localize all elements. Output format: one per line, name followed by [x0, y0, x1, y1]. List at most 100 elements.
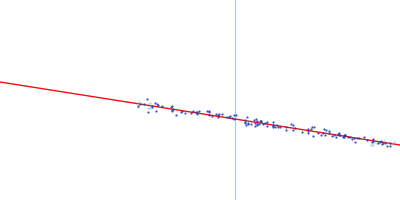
Point	[384, 144, 390, 147]
Point	[212, 113, 219, 116]
Point	[148, 106, 155, 109]
Point	[389, 142, 395, 145]
Point	[378, 139, 384, 142]
Point	[253, 117, 260, 121]
Point	[254, 119, 261, 123]
Point	[242, 121, 248, 125]
Point	[298, 130, 305, 134]
Point	[335, 133, 341, 136]
Point	[181, 112, 188, 115]
Point	[336, 131, 342, 135]
Point	[169, 105, 175, 108]
Point	[152, 101, 158, 104]
Point	[364, 138, 370, 141]
Point	[260, 122, 266, 125]
Point	[282, 128, 289, 131]
Point	[371, 140, 377, 143]
Point	[204, 109, 210, 112]
Point	[314, 132, 321, 135]
Point	[381, 142, 388, 145]
Point	[224, 115, 230, 118]
Point	[252, 121, 258, 125]
Point	[169, 108, 175, 111]
Point	[380, 141, 386, 144]
Point	[241, 118, 248, 122]
Point	[216, 112, 222, 116]
Point	[370, 139, 376, 142]
Point	[206, 113, 212, 117]
Point	[377, 140, 384, 143]
Point	[245, 121, 251, 124]
Point	[351, 137, 357, 140]
Point	[135, 104, 142, 107]
Point	[145, 111, 152, 114]
Point	[194, 112, 201, 115]
Point	[305, 131, 311, 135]
Point	[206, 110, 212, 114]
Point	[308, 128, 314, 131]
Point	[147, 101, 153, 104]
Point	[231, 117, 237, 120]
Point	[304, 129, 311, 133]
Point	[270, 125, 276, 129]
Point	[323, 129, 329, 132]
Point	[245, 122, 252, 125]
Point	[322, 134, 328, 137]
Point	[264, 120, 270, 124]
Point	[386, 144, 393, 147]
Point	[354, 136, 360, 139]
Point	[137, 102, 143, 106]
Point	[135, 101, 142, 104]
Point	[375, 142, 382, 145]
Point	[270, 125, 276, 128]
Point	[147, 106, 154, 109]
Point	[257, 119, 263, 122]
Point	[292, 126, 298, 129]
Point	[196, 109, 202, 113]
Point	[328, 134, 335, 138]
Point	[188, 111, 194, 114]
Point	[154, 103, 161, 107]
Point	[233, 114, 240, 117]
Point	[311, 126, 317, 129]
Point	[214, 114, 221, 117]
Point	[248, 122, 254, 125]
Point	[194, 110, 201, 114]
Point	[254, 123, 261, 127]
Point	[252, 125, 258, 128]
Point	[141, 102, 148, 105]
Point	[331, 134, 338, 137]
Point	[320, 132, 326, 135]
Point	[274, 123, 280, 126]
Point	[344, 135, 351, 138]
Point	[242, 121, 248, 124]
Point	[381, 139, 388, 143]
Point	[135, 106, 141, 109]
Point	[318, 133, 324, 136]
Point	[340, 134, 347, 137]
Point	[333, 135, 340, 138]
Point	[272, 125, 279, 128]
Point	[342, 133, 348, 137]
Point	[370, 144, 376, 147]
Point	[190, 109, 196, 113]
Point	[386, 142, 392, 145]
Point	[178, 110, 184, 113]
Point	[290, 123, 296, 127]
Point	[368, 143, 374, 146]
Point	[270, 123, 276, 126]
Point	[369, 137, 376, 141]
Point	[337, 133, 343, 136]
Point	[145, 106, 151, 109]
Point	[320, 128, 327, 131]
Point	[226, 116, 232, 119]
Point	[270, 121, 276, 124]
Point	[340, 136, 347, 139]
Point	[361, 135, 367, 139]
Point	[173, 113, 179, 116]
Point	[209, 115, 216, 118]
Point	[170, 108, 176, 111]
Point	[256, 122, 262, 126]
Point	[227, 115, 233, 118]
Point	[290, 128, 296, 131]
